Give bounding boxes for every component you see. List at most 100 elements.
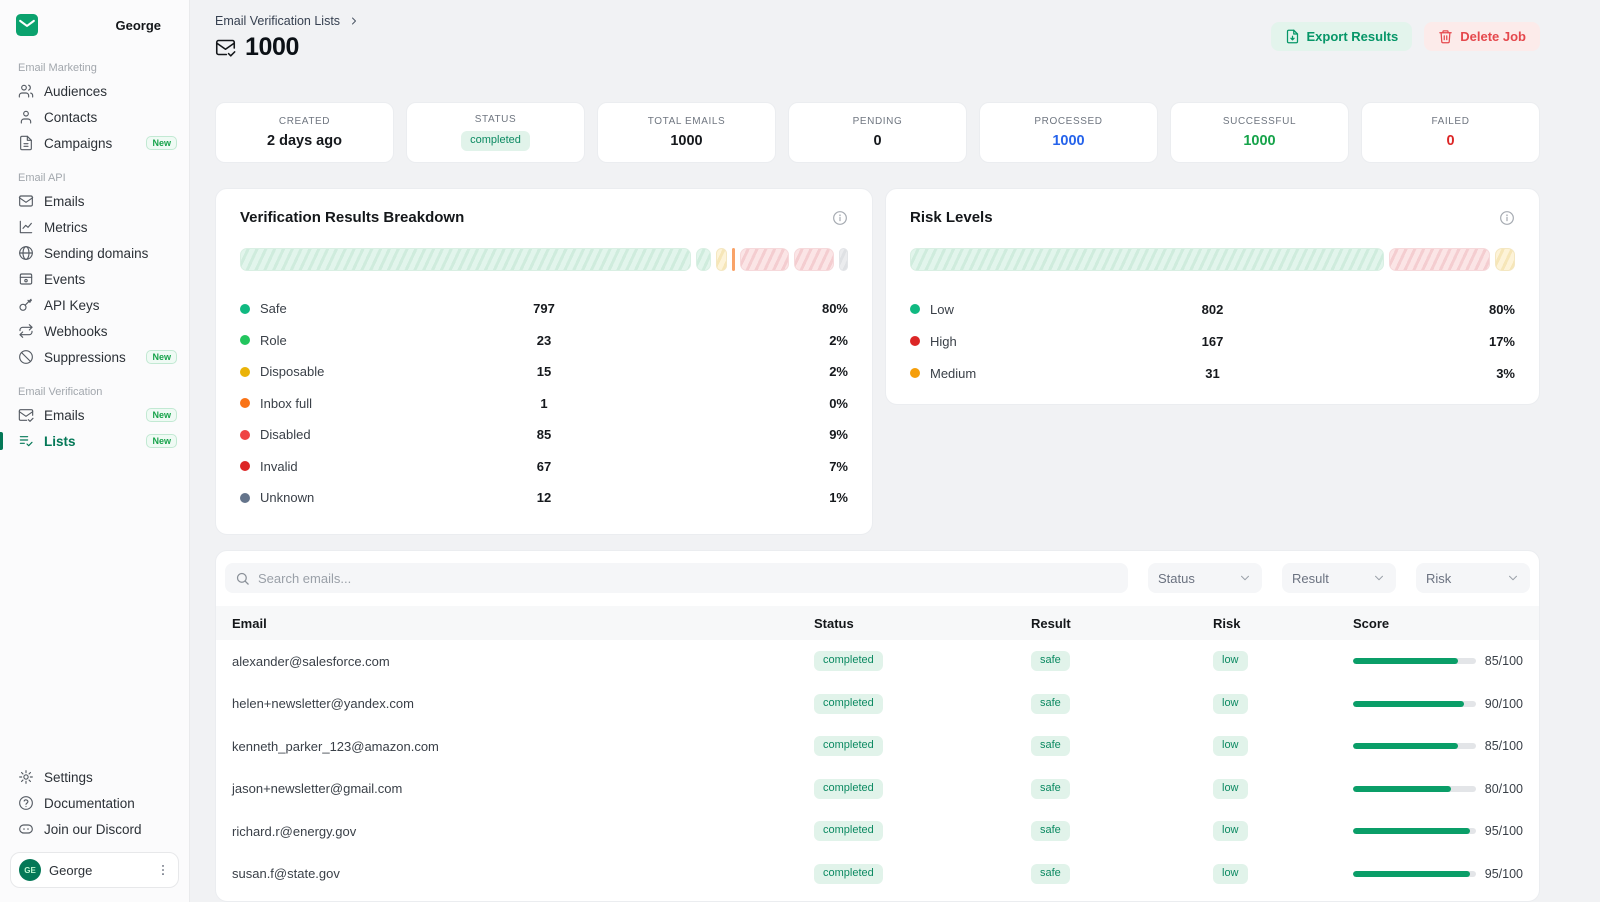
legend-label: Invalid [260,459,298,474]
cell-email: helen+newsletter@yandex.com [232,696,814,711]
app-logo[interactable] [16,14,38,36]
sidebar-item-api-keys[interactable]: API Keys [0,292,189,318]
legend-label: High [930,334,957,349]
sidebar-item-metrics[interactable]: Metrics [0,214,189,240]
sidebar-item-lists[interactable]: Lists New [0,428,189,454]
column-header-email: Email [232,616,814,631]
score-cell: 85/100 [1353,739,1523,753]
status-badge: completed [461,131,530,151]
sidebar-item-audiences[interactable]: Audiences [0,78,189,104]
stat-label: TOTAL EMAILS [648,116,726,127]
mail-check-icon [215,37,236,58]
export-results-button[interactable]: Export Results [1271,22,1413,51]
legend-label: Unknown [260,490,314,505]
sidebar-item-webhooks[interactable]: Webhooks [0,318,189,344]
sidebar: George Email MarketingAudiencesContactsC… [0,0,190,902]
legend-dot [240,430,250,440]
bar-segment-unknown [839,248,848,271]
legend-label: Disposable [260,364,324,379]
breadcrumb[interactable]: Email Verification Lists [215,14,360,28]
legend-percent: 9% [645,427,848,442]
bar-segment-high [1389,248,1489,271]
sidebar-item-label: Contacts [44,110,97,125]
legend-count: 15 [443,364,646,379]
bar-segment-disposable [716,248,726,271]
info-icon[interactable] [1499,210,1515,226]
footer-item-documentation[interactable]: Documentation [10,790,179,816]
kebab-menu-icon[interactable] [156,863,170,877]
user-icon [18,109,34,125]
cell-email: susan.f@state.gov [232,866,814,881]
bar-segment-disabled [740,248,790,271]
sidebar-item-label: Metrics [44,220,88,235]
score-bar [1353,743,1476,749]
table-row[interactable]: jason+newsletter@gmail.comcompletedsafel… [216,768,1539,811]
sidebar-item-emails[interactable]: EmailsNew [0,402,189,428]
bar-segment-role [696,248,711,271]
legend-dot [240,493,250,503]
sidebar-item-contacts[interactable]: Contacts [0,104,189,130]
chevron-right-icon [348,15,360,27]
charts-row: Verification Results Breakdown Safe79780… [215,188,1540,535]
legend-count: 802 [1112,302,1314,317]
stat-value: 0 [1446,133,1454,149]
info-icon[interactable] [832,210,848,226]
sidebar-item-label: Lists [44,434,76,449]
user-menu[interactable]: GE George [10,852,179,888]
chart-icon [18,219,34,235]
table-row[interactable]: kenneth_parker_123@amazon.comcompletedsa… [216,725,1539,768]
chevron-down-icon [1506,571,1520,585]
legend-label: Inbox full [260,396,312,411]
sidebar-nav: Email MarketingAudiencesContactsCampaign… [0,46,189,454]
new-badge: New [146,434,177,448]
column-header-score: Score [1353,616,1523,631]
chevron-down-icon [1238,571,1252,585]
bar-segment-invalid [794,248,834,271]
sidebar-item-suppressions[interactable]: SuppressionsNew [0,344,189,370]
legend-count: 12 [443,490,646,505]
search-input[interactable] [258,571,1118,586]
stat-label: FAILED [1431,116,1469,127]
result-badge: safe [1031,779,1070,799]
search-box[interactable] [225,563,1128,593]
status-badge: completed [814,736,883,756]
filter-dropdown-result[interactable]: Result [1282,563,1396,593]
legend-percent: 1% [645,490,848,505]
filter-dropdown-status[interactable]: Status [1148,563,1262,593]
stat-value: 1000 [1052,133,1084,149]
sidebar-item-sending-domains[interactable]: Sending domains [0,240,189,266]
legend-label: Role [260,333,287,348]
sidebar-item-campaigns[interactable]: CampaignsNew [0,130,189,156]
trash-icon [1438,29,1453,44]
sidebar-header: George [0,0,189,46]
sidebar-item-emails[interactable]: Emails [0,188,189,214]
table-row[interactable]: richard.r@energy.govcompletedsafelow95/1… [216,810,1539,853]
footer-item-settings[interactable]: Settings [10,764,179,790]
filter-dropdown-risk[interactable]: Risk [1416,563,1530,593]
footer-item-join-our-discord[interactable]: Join our Discord [10,816,179,842]
table-header: EmailStatusResultRiskScore [216,606,1539,640]
risk-title: Risk Levels [910,209,993,226]
table-row[interactable]: helen+newsletter@yandex.comcompletedsafe… [216,683,1539,726]
stat-label: CREATED [279,116,330,127]
column-header-result: Result [1031,616,1213,631]
breakdown-stacked-bar [240,248,848,271]
risk-badge: low [1213,736,1248,756]
table-row[interactable]: susan.f@state.govcompletedsafelow95/100 [216,853,1539,896]
delete-job-button[interactable]: Delete Job [1424,22,1540,51]
score-cell: 80/100 [1353,782,1523,796]
footer-item-label: Documentation [44,796,135,811]
cell-email: alexander@salesforce.com [232,654,814,669]
risk-badge: low [1213,651,1248,671]
legend-row-invalid: Invalid677% [240,451,848,483]
sidebar-item-events[interactable]: Events [0,266,189,292]
breadcrumb-label[interactable]: Email Verification Lists [215,14,340,28]
result-badge: safe [1031,736,1070,756]
table-row[interactable]: alexander@salesforce.comcompletedsafelow… [216,640,1539,683]
legend-label: Medium [930,366,976,381]
footer-item-label: Settings [44,770,93,785]
new-badge: New [146,136,177,150]
legend-percent: 2% [645,333,848,348]
result-badge: safe [1031,694,1070,714]
risk-legend: Low80280%High16717%Medium313% [910,293,1515,389]
